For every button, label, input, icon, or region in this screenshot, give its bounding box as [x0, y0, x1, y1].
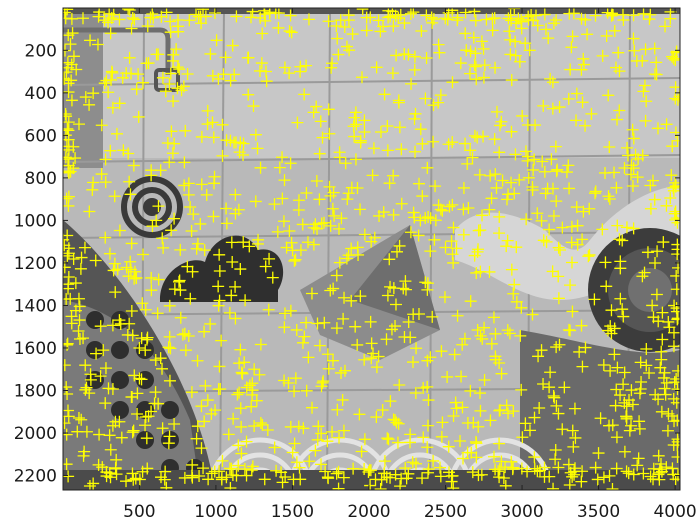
x-tick-label: 1500 [271, 502, 314, 522]
y-tick-label: 200 [25, 41, 57, 61]
y-tick-label: 800 [25, 169, 57, 189]
photo-top-ledge [63, 8, 680, 14]
plot-area [57, 2, 699, 495]
y-tick-label: 1600 [14, 339, 57, 359]
y-tick-label: 600 [25, 126, 57, 146]
x-tick-label: 3000 [500, 502, 543, 522]
x-tick-label: 2500 [424, 502, 467, 522]
y-tick-label: 400 [25, 84, 57, 104]
x-tick-label: 4000 [653, 502, 696, 522]
x-tick-label: 1000 [194, 502, 237, 522]
x-tick-label: 2000 [347, 502, 390, 522]
y-tick-label: 2200 [14, 467, 57, 487]
x-tick-label: 3500 [577, 502, 620, 522]
y-tick-label: 1000 [14, 211, 57, 231]
y-tick-label: 1400 [14, 296, 57, 316]
x-tick-label: 500 [123, 502, 155, 522]
y-tick-label: 1800 [14, 381, 57, 401]
y-tick-label: 2000 [14, 424, 57, 444]
y-tick-label: 1200 [14, 254, 57, 274]
